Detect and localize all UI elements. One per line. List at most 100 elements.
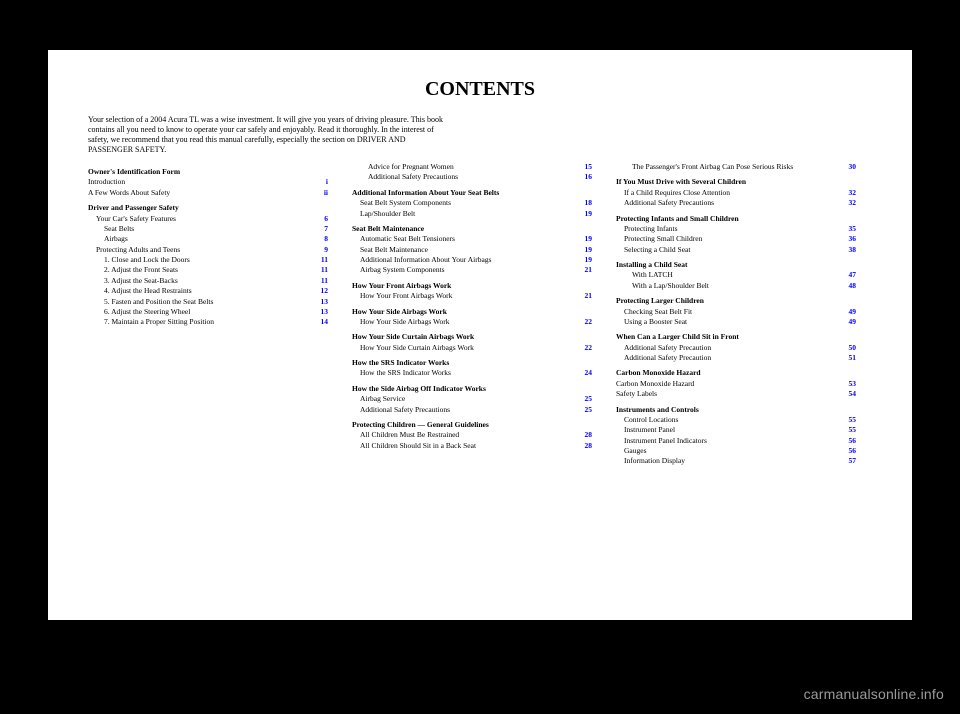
- toc-page-link[interactable]: 11: [314, 255, 328, 264]
- toc-page-link[interactable]: 49: [842, 317, 856, 326]
- toc-page-link[interactable]: 25: [578, 405, 592, 414]
- toc-entry[interactable]: A Few Words About Safetyii: [88, 188, 328, 197]
- toc-entry[interactable]: All Children Must Be Restrained28: [352, 430, 592, 439]
- toc-entry[interactable]: Advice for Pregnant Women15: [352, 162, 592, 171]
- toc-page-link[interactable]: 14: [314, 317, 328, 326]
- toc-entry[interactable]: All Children Should Sit in a Back Seat28: [352, 441, 592, 450]
- toc-page-link[interactable]: 54: [842, 389, 856, 398]
- toc-entry[interactable]: 5. Fasten and Position the Seat Belts13: [88, 297, 328, 306]
- toc-page-link[interactable]: 22: [578, 343, 592, 352]
- toc-entry[interactable]: Seat Belt System Components18: [352, 198, 592, 207]
- section-heading: Protecting Infants and Small Children: [616, 214, 856, 223]
- toc-entry[interactable]: Protecting Adults and Teens9: [88, 245, 328, 254]
- toc-page-link[interactable]: 56: [842, 446, 856, 455]
- toc-entry[interactable]: How Your Side Airbags Work22: [352, 317, 592, 326]
- toc-entry[interactable]: 1. Close and Lock the Doors11: [88, 255, 328, 264]
- toc-page-link[interactable]: 12: [314, 286, 328, 295]
- toc-label: Airbag Service: [352, 394, 578, 403]
- toc-page-link[interactable]: 36: [842, 234, 856, 243]
- toc-page-link[interactable]: 19: [578, 245, 592, 254]
- toc-page-link[interactable]: 19: [578, 234, 592, 243]
- toc-entry[interactable]: Your Car's Safety Features6: [88, 214, 328, 223]
- toc-page-link[interactable]: 15: [578, 162, 592, 171]
- toc-entry[interactable]: Using a Booster Seat49: [616, 317, 856, 326]
- toc-entry[interactable]: With LATCH47: [616, 270, 856, 279]
- toc-page-link[interactable]: 24: [578, 368, 592, 377]
- toc-page-link[interactable]: 16: [578, 172, 592, 181]
- toc-entry[interactable]: Control Locations55: [616, 415, 856, 424]
- toc-page-link[interactable]: 21: [578, 291, 592, 300]
- toc-entry[interactable]: 7. Maintain a Proper Sitting Position14: [88, 317, 328, 326]
- toc-entry[interactable]: Checking Seat Belt Fit49: [616, 307, 856, 316]
- toc-page-link[interactable]: 50: [842, 343, 856, 352]
- toc-page-link[interactable]: 28: [578, 441, 592, 450]
- toc-page-link[interactable]: 8: [314, 234, 328, 243]
- toc-page-link[interactable]: 49: [842, 307, 856, 316]
- toc-entry[interactable]: Instrument Panel Indicators56: [616, 436, 856, 445]
- toc-page-link[interactable]: ii: [314, 188, 328, 197]
- toc-page-link[interactable]: 11: [314, 276, 328, 285]
- toc-page-link[interactable]: 51: [842, 353, 856, 362]
- toc-page-link[interactable]: 56: [842, 436, 856, 445]
- toc-entry[interactable]: Additional Safety Precautions16: [352, 172, 592, 181]
- toc-entry[interactable]: Protecting Small Children36: [616, 234, 856, 243]
- toc-page-link[interactable]: 6: [314, 214, 328, 223]
- toc-entry[interactable]: How Your Front Airbags Work21: [352, 291, 592, 300]
- toc-page-link[interactable]: 55: [842, 425, 856, 434]
- toc-entry[interactable]: Airbags8: [88, 234, 328, 243]
- toc-entry[interactable]: Additional Safety Precaution50: [616, 343, 856, 352]
- toc-page-link[interactable]: 48: [842, 281, 856, 290]
- toc-entry[interactable]: Safety Labels54: [616, 389, 856, 398]
- toc-entry[interactable]: The Passenger's Front Airbag Can Pose Se…: [616, 162, 856, 171]
- toc-entry[interactable]: Lap/Shoulder Belt19: [352, 209, 592, 218]
- toc-page-link[interactable]: 21: [578, 265, 592, 274]
- toc-page-link[interactable]: i: [314, 177, 328, 186]
- toc-page-link[interactable]: 11: [314, 265, 328, 274]
- toc-entry[interactable]: Seat Belts7: [88, 224, 328, 233]
- toc-entry[interactable]: Automatic Seat Belt Tensioners19: [352, 234, 592, 243]
- toc-page-link[interactable]: 19: [578, 209, 592, 218]
- toc-page-link[interactable]: 19: [578, 255, 592, 264]
- toc-label: Instrument Panel Indicators: [616, 436, 842, 445]
- toc-page-link[interactable]: 35: [842, 224, 856, 233]
- toc-entry[interactable]: How Your Side Curtain Airbags Work22: [352, 343, 592, 352]
- toc-page-link[interactable]: 13: [314, 307, 328, 316]
- toc-entry[interactable]: How the SRS Indicator Works24: [352, 368, 592, 377]
- toc-entry[interactable]: Seat Belt Maintenance19: [352, 245, 592, 254]
- toc-entry[interactable]: Gauges56: [616, 446, 856, 455]
- toc-entry[interactable]: Carbon Monoxide Hazard53: [616, 379, 856, 388]
- toc-entry[interactable]: 4. Adjust the Head Restraints12: [88, 286, 328, 295]
- toc-entry[interactable]: Airbag System Components21: [352, 265, 592, 274]
- toc-page-link[interactable]: 32: [842, 198, 856, 207]
- toc-page-link[interactable]: 13: [314, 297, 328, 306]
- toc-entry[interactable]: Additional Safety Precautions32: [616, 198, 856, 207]
- toc-entry[interactable]: Airbag Service25: [352, 394, 592, 403]
- toc-page-link[interactable]: 30: [842, 162, 856, 171]
- toc-entry[interactable]: 2. Adjust the Front Seats11: [88, 265, 328, 274]
- toc-page-link[interactable]: 38: [842, 245, 856, 254]
- toc-page-link[interactable]: 32: [842, 188, 856, 197]
- toc-entry[interactable]: 6. Adjust the Steering Wheel13: [88, 307, 328, 316]
- toc-entry[interactable]: Additional Safety Precaution51: [616, 353, 856, 362]
- toc-entry[interactable]: Instrument Panel55: [616, 425, 856, 434]
- toc-entry[interactable]: Protecting Infants35: [616, 224, 856, 233]
- toc-page-link[interactable]: 7: [314, 224, 328, 233]
- toc-page-link[interactable]: 22: [578, 317, 592, 326]
- toc-page-link[interactable]: 9: [314, 245, 328, 254]
- toc-page-link[interactable]: 53: [842, 379, 856, 388]
- toc-entry[interactable]: Information Display57: [616, 456, 856, 465]
- toc-entry[interactable]: If a Child Requires Close Attention32: [616, 188, 856, 197]
- toc-entry[interactable]: 3. Adjust the Seat-Backs11: [88, 276, 328, 285]
- section-heading: Additional Information About Your Seat B…: [352, 188, 592, 197]
- toc-page-link[interactable]: 57: [842, 456, 856, 465]
- toc-page-link[interactable]: 47: [842, 270, 856, 279]
- toc-page-link[interactable]: 28: [578, 430, 592, 439]
- toc-entry[interactable]: Additional Safety Precautions25: [352, 405, 592, 414]
- toc-page-link[interactable]: 55: [842, 415, 856, 424]
- toc-entry[interactable]: With a Lap/Shoulder Belt48: [616, 281, 856, 290]
- toc-page-link[interactable]: 25: [578, 394, 592, 403]
- toc-page-link[interactable]: 18: [578, 198, 592, 207]
- toc-entry[interactable]: Additional Information About Your Airbag…: [352, 255, 592, 264]
- toc-entry[interactable]: Selecting a Child Seat38: [616, 245, 856, 254]
- toc-entry[interactable]: Introductioni: [88, 177, 328, 186]
